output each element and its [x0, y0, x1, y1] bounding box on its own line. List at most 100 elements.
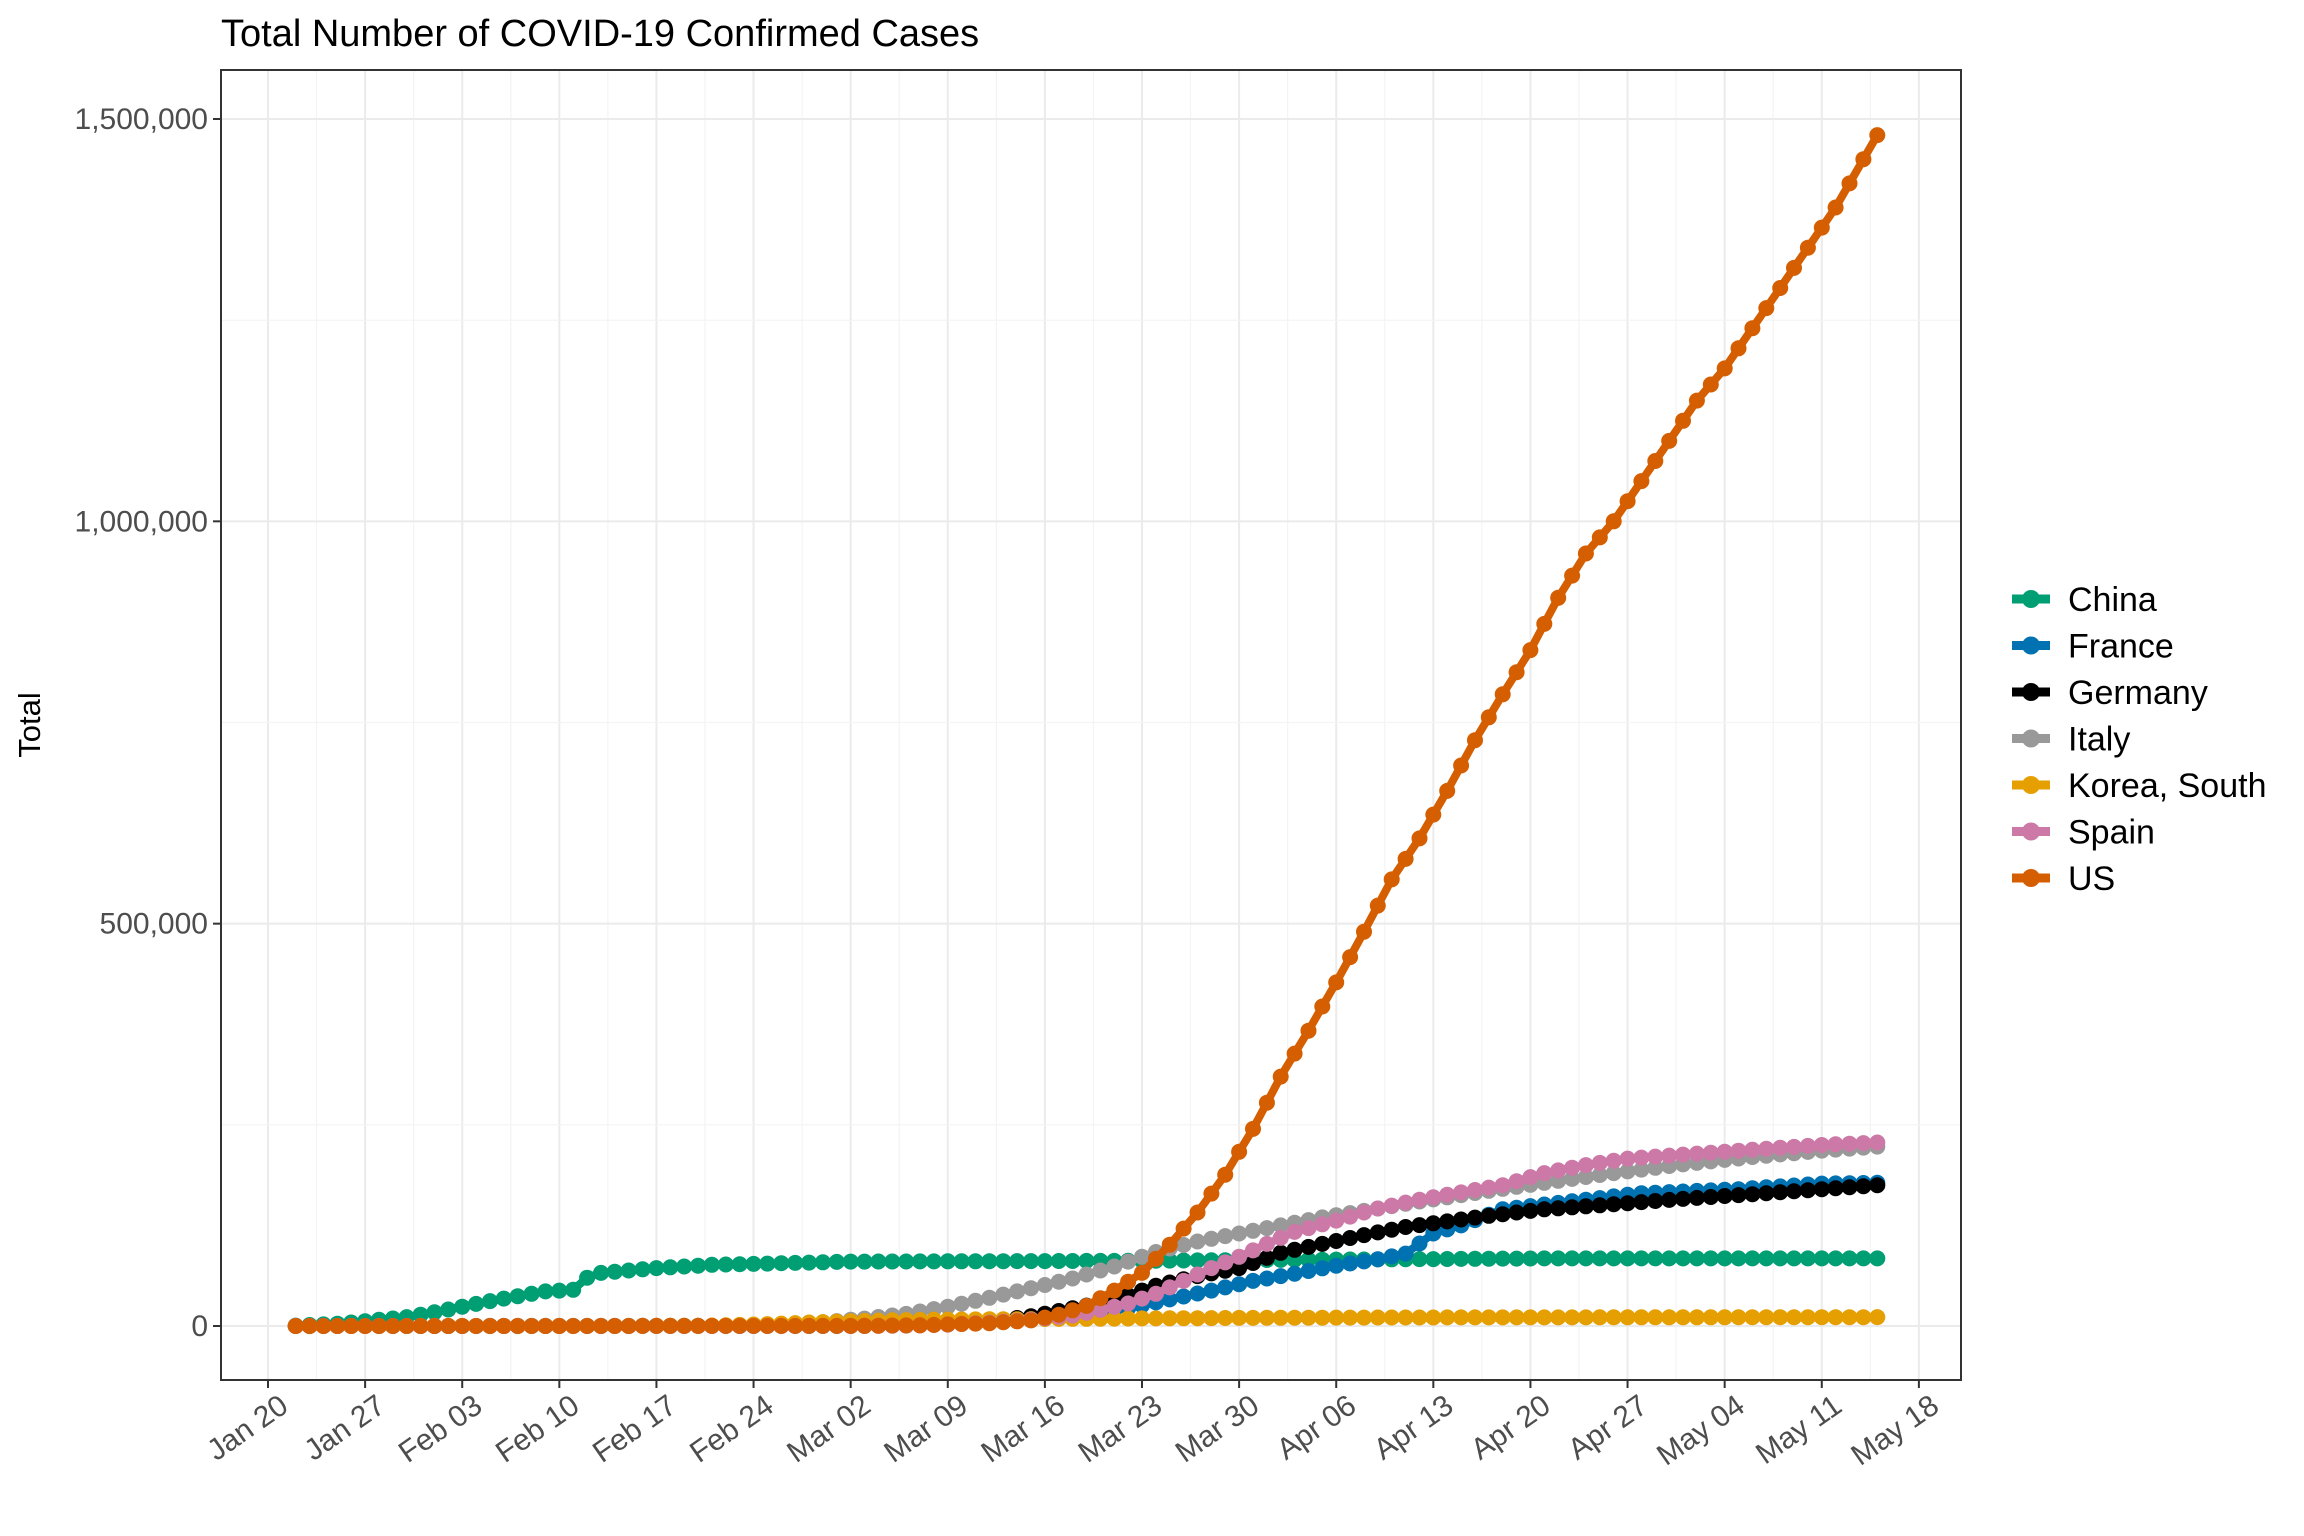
- data-point: [579, 1269, 596, 1286]
- data-point: [1231, 1143, 1248, 1160]
- data-point: [1328, 1212, 1345, 1229]
- data-point: [1619, 1309, 1636, 1326]
- data-point: [1827, 1136, 1844, 1153]
- data-point: [551, 1318, 568, 1334]
- data-point: [1550, 1309, 1567, 1326]
- data-point: [1813, 1309, 1830, 1326]
- data-point: [690, 1257, 707, 1274]
- data-point: [1411, 1309, 1428, 1326]
- data-point: [1508, 1204, 1525, 1221]
- data-point: [1564, 1309, 1581, 1326]
- data-point: [1328, 1257, 1345, 1274]
- data-point: [1633, 473, 1650, 490]
- data-point: [1023, 1253, 1039, 1270]
- data-point: [1536, 1201, 1553, 1218]
- data-point: [1120, 1310, 1137, 1327]
- data-point: [1258, 1235, 1275, 1252]
- data-point: [1855, 1250, 1872, 1267]
- data-point: [1841, 1135, 1858, 1152]
- y-tick-label: 1,500,000: [75, 103, 208, 136]
- data-point: [509, 1318, 526, 1334]
- data-point: [1258, 1309, 1275, 1326]
- data-point: [814, 1254, 831, 1271]
- y-axis-title: Total: [12, 692, 47, 757]
- data-point: [1272, 1217, 1289, 1234]
- data-point: [1300, 1309, 1317, 1326]
- data-point: [1314, 1216, 1331, 1233]
- data-point: [634, 1261, 651, 1278]
- legend-label: France: [2068, 628, 2174, 666]
- data-point: [1217, 1254, 1234, 1271]
- data-point: [1383, 1248, 1400, 1265]
- data-point: [676, 1317, 693, 1334]
- data-point: [1647, 1309, 1664, 1326]
- data-point: [1577, 1309, 1594, 1326]
- data-point: [648, 1260, 665, 1277]
- series-line: [295, 133, 1881, 1330]
- data-point: [1799, 1250, 1816, 1267]
- data-point: [787, 1317, 804, 1334]
- data-point: [1314, 1309, 1331, 1326]
- data-point: [1356, 1204, 1372, 1221]
- data-point: [884, 1253, 901, 1270]
- data-point: [1536, 1309, 1553, 1326]
- data-point: [1300, 1220, 1317, 1237]
- data-point: [1633, 1194, 1650, 1211]
- data-point: [1272, 1268, 1289, 1285]
- data-point: [1369, 1251, 1386, 1268]
- data-point: [1300, 1238, 1317, 1255]
- data-point: [1272, 1309, 1289, 1326]
- data-point: [1577, 1157, 1594, 1174]
- data-point: [1536, 1250, 1553, 1267]
- legend-key-point: [2022, 822, 2040, 841]
- data-point: [745, 1317, 762, 1334]
- data-point: [1675, 1146, 1691, 1163]
- data-point: [1494, 1206, 1511, 1223]
- data-point: [1258, 1249, 1275, 1266]
- data-point: [1467, 1250, 1483, 1267]
- x-tick-label: Mar 09: [878, 1389, 973, 1470]
- data-point: [1647, 1193, 1664, 1209]
- data-point: [925, 1316, 942, 1333]
- data-point: [1591, 529, 1608, 546]
- data-point: [1633, 1250, 1650, 1267]
- data-point: [1425, 1189, 1442, 1206]
- legend-key-point: [2022, 683, 2040, 701]
- data-point: [1869, 1250, 1886, 1267]
- data-point: [870, 1253, 887, 1270]
- data-point: [703, 1317, 720, 1334]
- data-point: [620, 1262, 637, 1279]
- data-point: [1342, 1230, 1359, 1246]
- data-point: [1758, 1250, 1775, 1267]
- x-tick-label: Mar 02: [781, 1389, 876, 1470]
- data-point: [1564, 1250, 1581, 1267]
- data-point: [509, 1288, 526, 1305]
- data-point: [1855, 1309, 1872, 1326]
- data-point: [1439, 1213, 1456, 1230]
- data-point: [1439, 1251, 1456, 1267]
- data-point: [1231, 1248, 1248, 1265]
- data-point: [1272, 1244, 1289, 1261]
- data-point: [537, 1318, 554, 1334]
- data-point: [1175, 1237, 1192, 1253]
- data-point: [426, 1304, 443, 1321]
- data-point: [1092, 1262, 1109, 1279]
- data-point: [1314, 1260, 1331, 1277]
- data-point: [1661, 1147, 1678, 1164]
- data-point: [1591, 1154, 1608, 1171]
- data-point: [1161, 1236, 1178, 1253]
- data-point: [1786, 259, 1802, 276]
- data-point: [412, 1318, 429, 1334]
- data-point: [1189, 1285, 1206, 1302]
- data-point: [1203, 1230, 1220, 1247]
- data-point: [1286, 1241, 1303, 1258]
- data-point: [1272, 1068, 1289, 1085]
- data-point: [1134, 1310, 1150, 1327]
- data-point: [995, 1286, 1012, 1303]
- data-point: [1258, 1220, 1275, 1237]
- data-point: [1605, 513, 1622, 530]
- data-point: [1245, 1242, 1261, 1259]
- data-point: [1855, 1178, 1872, 1195]
- data-point: [1744, 1309, 1761, 1326]
- data-point: [495, 1290, 512, 1307]
